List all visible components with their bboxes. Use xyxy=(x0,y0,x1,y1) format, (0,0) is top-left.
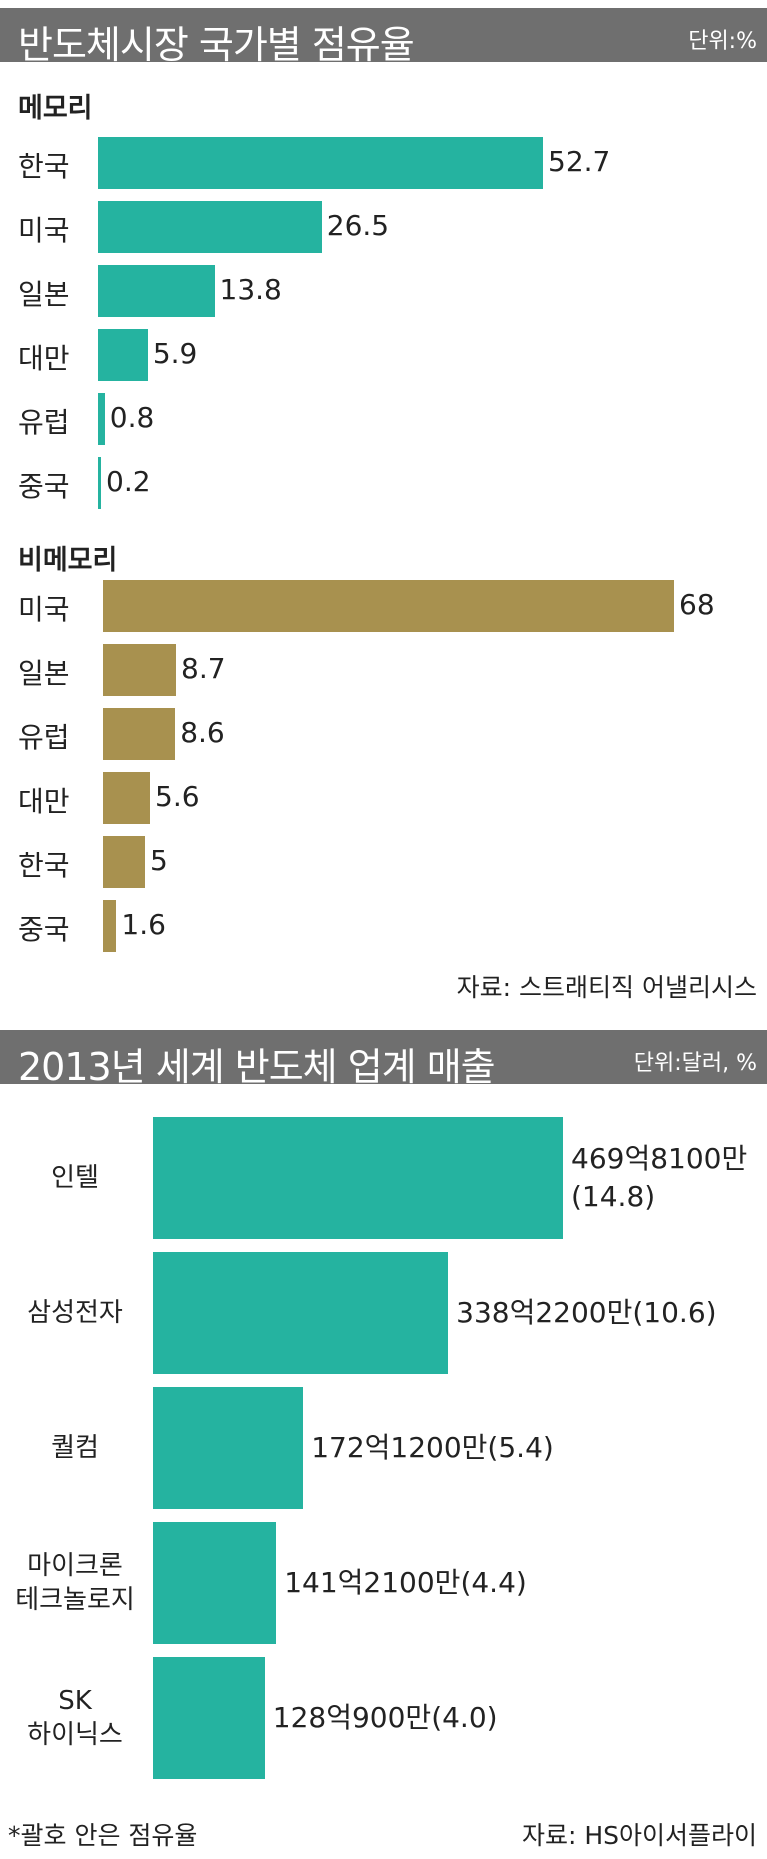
bar xyxy=(153,1657,265,1779)
bar xyxy=(103,900,117,952)
value-label: 0.8 xyxy=(109,401,155,434)
bar xyxy=(98,265,215,317)
bar xyxy=(153,1522,277,1644)
value-label: 172억1200만(5.4) xyxy=(311,1429,554,1467)
bar xyxy=(103,644,177,696)
bar xyxy=(103,772,151,824)
value-label: 5.9 xyxy=(152,337,198,370)
category-label: 한국 xyxy=(18,849,70,882)
company-label: 삼성전자 xyxy=(10,1296,140,1330)
value-label: 141억2100만(4.4) xyxy=(284,1564,527,1602)
value-label: 1.6 xyxy=(121,908,166,941)
category-label: 미국 xyxy=(18,214,70,247)
category-label: 일본 xyxy=(18,657,70,690)
bar xyxy=(98,457,101,509)
bar xyxy=(153,1387,304,1509)
company-label-line: SK xyxy=(58,1686,92,1716)
category-label: 일본 xyxy=(18,278,70,311)
value-label-line: 469억8100만 xyxy=(571,1142,748,1175)
market-share-title: 반도체시장 국가별 점유율 xyxy=(18,23,415,67)
nonmemory-section-label: 비메모리 xyxy=(18,545,118,576)
company-label-line: 마이크론 xyxy=(27,1551,123,1581)
category-label: 중국 xyxy=(18,913,70,946)
company-label-line: 인텔 xyxy=(51,1163,99,1193)
market-share-unit: 단위:% xyxy=(688,29,757,54)
sales-header: 2013년 세계 반도체 업계 매출 단위:달러, % xyxy=(0,1030,767,1089)
category-label: 중국 xyxy=(18,470,70,503)
category-label: 대만 xyxy=(18,342,70,375)
bar xyxy=(98,393,105,445)
value-label-line: 172억1200만(5.4) xyxy=(311,1431,554,1464)
value-label-line: 338억2200만(10.6) xyxy=(456,1296,717,1329)
value-label-line: (14.8) xyxy=(571,1180,656,1213)
sales-unit: 단위:달러, % xyxy=(633,1051,757,1076)
category-label: 미국 xyxy=(18,593,70,626)
value-label: 52.7 xyxy=(548,145,611,178)
value-label: 128억900만(4.0) xyxy=(273,1699,498,1737)
bar xyxy=(153,1252,449,1374)
company-label: SK 하이닉스 xyxy=(10,1684,140,1752)
bar xyxy=(98,137,543,189)
sales-footnote: *괄호 안은 점유율 xyxy=(8,1821,198,1850)
company-label-line: 퀄컴 xyxy=(51,1433,99,1463)
bar xyxy=(98,329,148,381)
value-label: 338억2200만(10.6) xyxy=(456,1294,716,1332)
sales-source: 자료: HS아이서플라이 xyxy=(521,1821,757,1850)
memory-section-label: 메모리 xyxy=(18,93,93,124)
sales-title: 2013년 세계 반도체 업계 매출 xyxy=(18,1045,496,1089)
value-label: 68 xyxy=(679,588,715,621)
value-label-line: 141억2100만(4.4) xyxy=(284,1566,527,1599)
value-label-line: 128억900만(4.0) xyxy=(272,1701,498,1734)
value-label: 5.6 xyxy=(155,780,200,813)
value-label: 8.6 xyxy=(180,716,225,749)
company-label-line: 삼성전자 xyxy=(27,1298,123,1328)
value-label: 0.2 xyxy=(106,465,151,498)
category-label: 대만 xyxy=(18,785,70,818)
company-label: 인텔 xyxy=(10,1161,140,1195)
category-label: 한국 xyxy=(18,150,70,183)
bar xyxy=(153,1117,563,1239)
category-label: 유럽 xyxy=(18,406,70,439)
company-label-line: 하이닉스 xyxy=(27,1720,123,1750)
category-label: 유럽 xyxy=(18,721,70,754)
value-label: 8.7 xyxy=(181,652,226,685)
company-label-line: 테크놀로지 xyxy=(15,1585,135,1615)
bar xyxy=(98,201,322,253)
bar xyxy=(103,580,674,632)
market-share-header: 반도체시장 국가별 점유율 단위:% xyxy=(0,8,767,67)
bar xyxy=(103,836,145,888)
bar xyxy=(103,708,176,760)
value-label: 26.5 xyxy=(326,209,390,242)
value-label: 5 xyxy=(149,844,168,877)
value-label: 469억8100만 (14.8) xyxy=(571,1140,747,1216)
company-label: 퀄컴 xyxy=(10,1431,140,1465)
market-source: 자료: 스트래티직 어낼리시스 xyxy=(456,973,757,1002)
value-label: 13.8 xyxy=(219,273,282,306)
